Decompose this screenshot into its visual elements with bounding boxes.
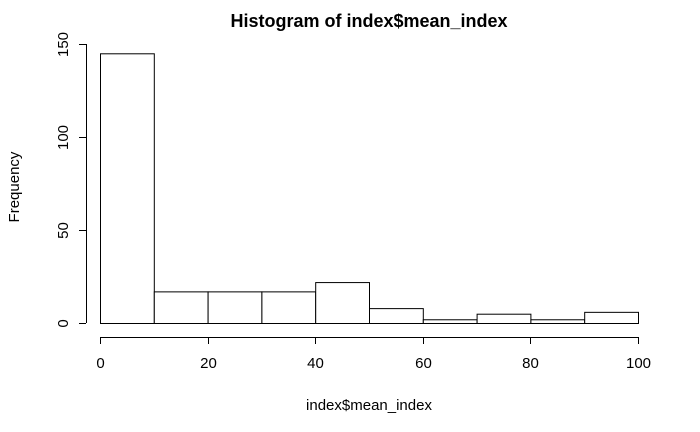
histogram-bar — [153, 291, 209, 325]
histogram-bar — [584, 311, 640, 324]
x-tick-label: 40 — [307, 355, 324, 372]
y-axis-label: Frequency — [6, 151, 23, 222]
y-axis: 0 50 100 150 — [55, 32, 87, 328]
histogram-bar — [369, 308, 424, 324]
y-tick-label: 150 — [55, 32, 72, 57]
x-tick-label: 20 — [200, 355, 217, 372]
histogram-bar — [422, 319, 478, 324]
histogram-bar — [315, 282, 371, 324]
y-tick-label: 100 — [55, 125, 72, 150]
bars-group — [100, 53, 640, 325]
chart-title: Histogram of index$mean_index — [230, 11, 507, 31]
x-axis-label: index$mean_index — [306, 397, 432, 414]
histogram-bar — [207, 291, 263, 325]
x-tick-label: 0 — [96, 355, 104, 372]
x-tick-label: 100 — [626, 355, 651, 372]
histogram-bar — [476, 313, 532, 325]
histogram-bar — [261, 291, 317, 325]
y-tick-label: 50 — [55, 222, 72, 239]
histogram-bar — [530, 319, 586, 324]
histogram-bar — [100, 53, 155, 325]
x-axis: 0 20 40 60 80 100 — [96, 337, 651, 372]
x-tick-label: 60 — [415, 355, 432, 372]
x-tick-label: 80 — [522, 355, 539, 372]
y-tick-label: 0 — [55, 319, 72, 327]
